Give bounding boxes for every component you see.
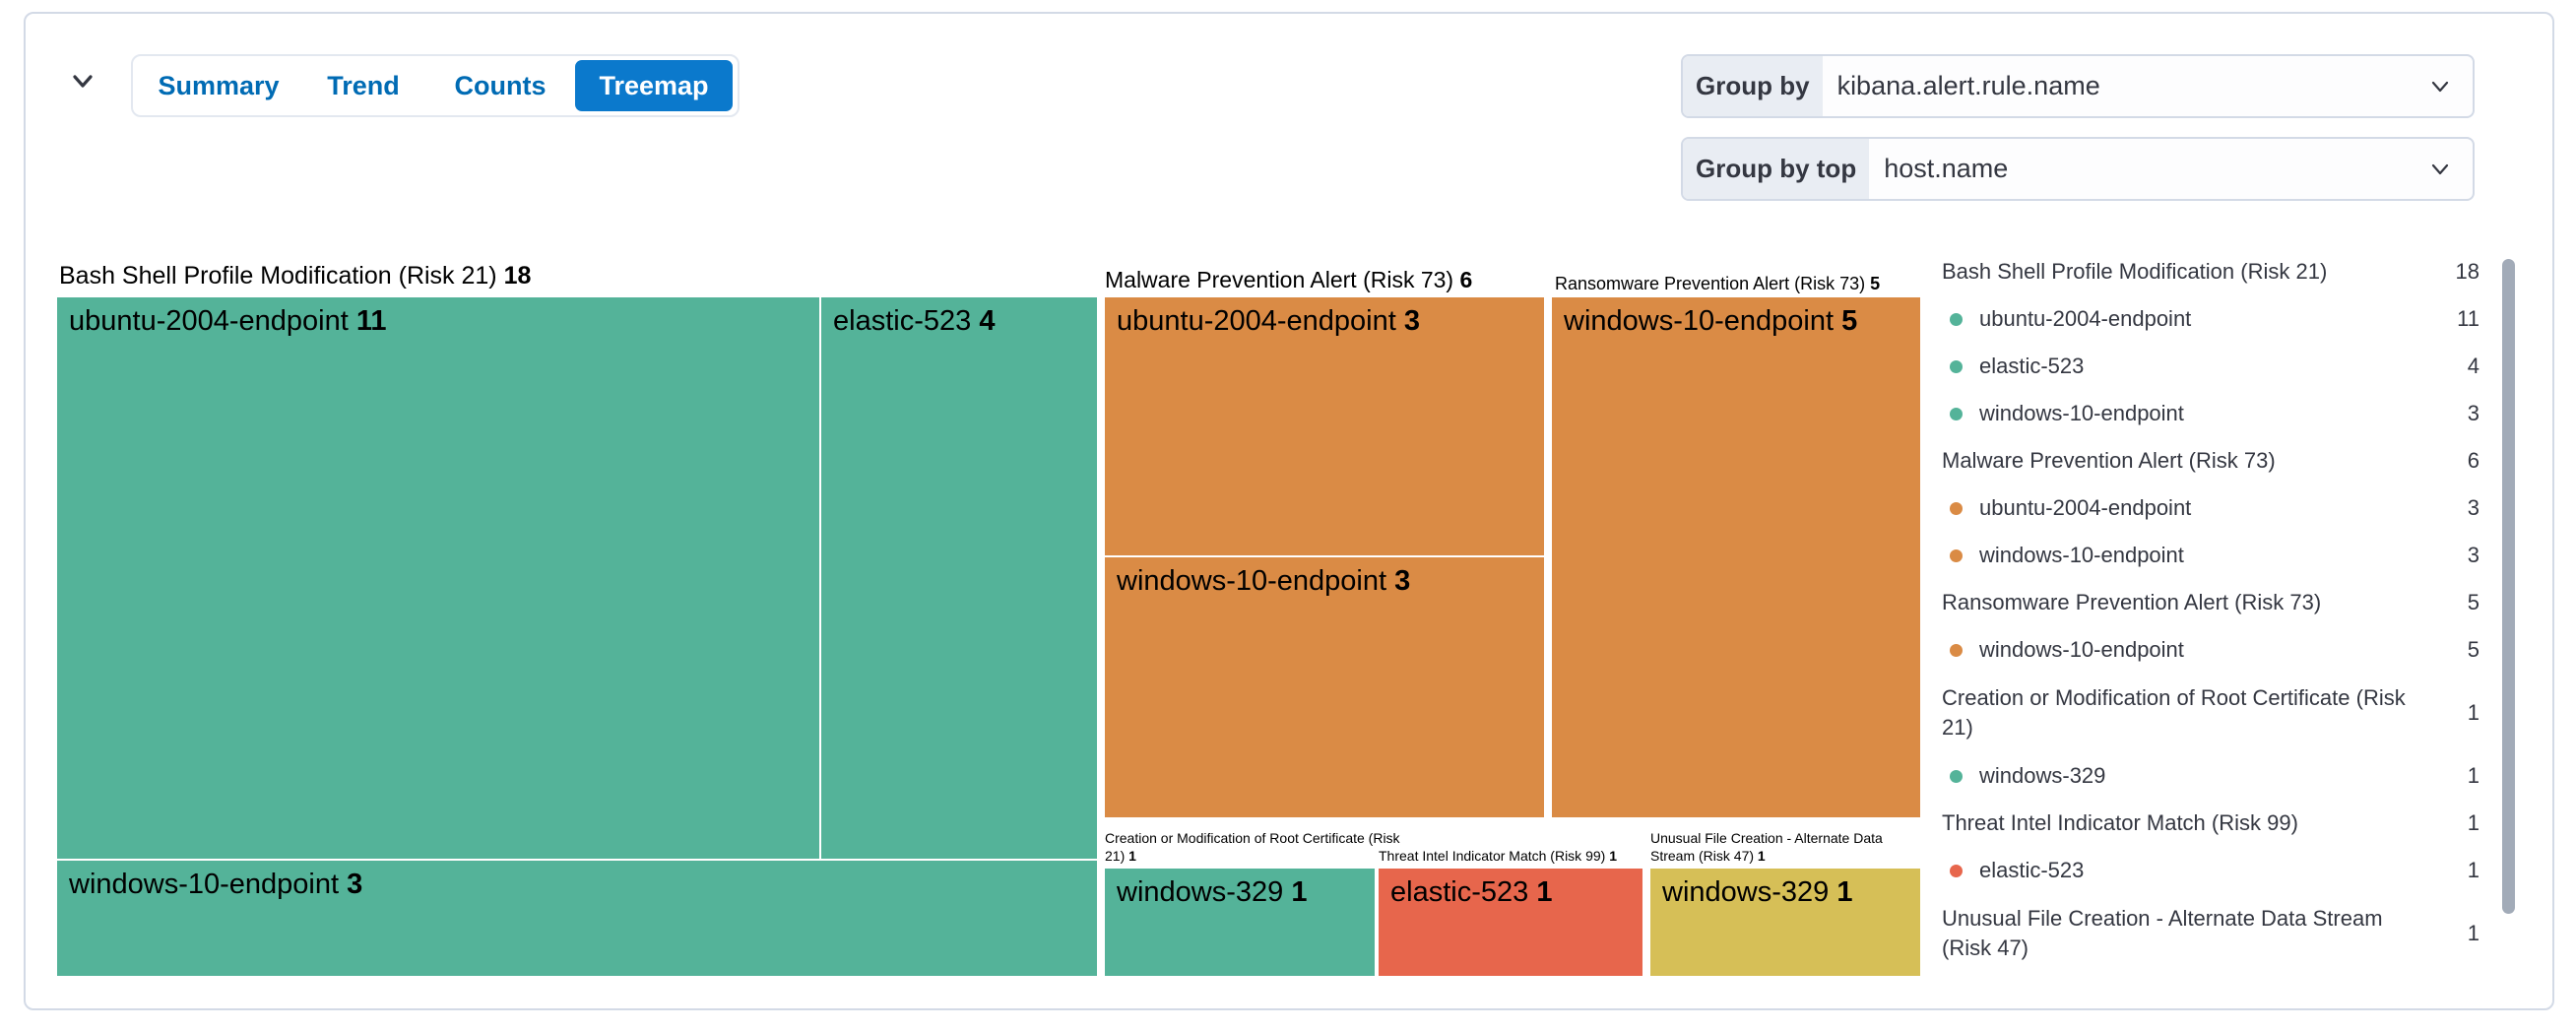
tab-trend[interactable]: Trend xyxy=(327,70,400,100)
treemap-tile-unusual-file-windows329[interactable]: windows-329 1 xyxy=(1650,869,1920,976)
treemap-tile-bash-elastic[interactable]: elastic-523 4 xyxy=(821,297,1097,859)
treemap-tile-bash-windows10[interactable]: windows-10-endpoint 3 xyxy=(57,861,1097,976)
legend-group-root-certificate[interactable]: Creation or Modification of Root Certifi… xyxy=(1942,685,2479,740)
treemap-tile-malware-windows10[interactable]: windows-10-endpoint 3 xyxy=(1105,557,1544,817)
legend-dot-green xyxy=(1950,359,1963,373)
group-by-top-value: host.name xyxy=(1884,154,2009,183)
legend-item-elastic-523[interactable]: elastic-523 4 xyxy=(1942,343,2479,390)
legend-dot-orange xyxy=(1950,643,1963,657)
legend-scrollbar[interactable] xyxy=(2502,259,2515,914)
legend-item-elastic-523[interactable]: elastic-523 1 xyxy=(1942,847,2479,894)
treemap-group-header-bash: Bash Shell Profile Modification (Risk 21… xyxy=(59,262,532,290)
treemap-group-header-unusual-file: Unusual File Creation - Alternate Data S… xyxy=(1650,829,1883,864)
treemap-tile-root-certificate-windows329[interactable]: windows-329 1 xyxy=(1105,869,1375,976)
treemap-tile-bash-ubuntu[interactable]: ubuntu-2004-endpoint 11 xyxy=(57,297,819,859)
treemap-group-header-ransomware: Ransomware Prevention Alert (Risk 73) 5 xyxy=(1555,274,1881,293)
legend-dot-green xyxy=(1950,312,1963,326)
group-by-label: Group by xyxy=(1683,56,1823,116)
chevron-down-icon xyxy=(2427,56,2473,116)
collapse-section-button[interactable] xyxy=(61,61,104,104)
group-by-top-select[interactable]: Group by top host.name xyxy=(1681,137,2475,201)
legend-group-threat-intel[interactable]: Threat Intel Indicator Match (Risk 99) 1 xyxy=(1942,810,2479,836)
treemap-group-header-threat-intel: Threat Intel Indicator Match (Risk 99) 1 xyxy=(1379,847,1617,864)
treemap-tile-malware-ubuntu[interactable]: ubuntu-2004-endpoint 3 xyxy=(1105,297,1544,555)
chevron-down-icon xyxy=(2427,139,2473,199)
legend-group-malware[interactable]: Malware Prevention Alert (Risk 73) 6 xyxy=(1942,448,2479,474)
tab-counts[interactable]: Counts xyxy=(454,70,547,100)
legend-item-ubuntu-2004-endpoint[interactable]: ubuntu-2004-endpoint 11 xyxy=(1942,295,2479,343)
legend-item-windows-10-endpoint[interactable]: windows-10-endpoint 3 xyxy=(1942,532,2479,579)
legend-item-windows-329[interactable]: windows-329 1 xyxy=(1942,752,2479,800)
tab-treemap[interactable]: Treemap xyxy=(575,60,733,111)
legend-dot-green xyxy=(1950,407,1963,420)
legend-item-windows-10-endpoint[interactable]: windows-10-endpoint 5 xyxy=(1942,626,2479,674)
legend-item-ubuntu-2004-endpoint[interactable]: ubuntu-2004-endpoint 3 xyxy=(1942,484,2479,532)
legend-group-bash[interactable]: Bash Shell Profile Modification (Risk 21… xyxy=(1942,259,2479,285)
chevron-down-icon xyxy=(67,65,98,101)
group-by-select[interactable]: Group by kibana.alert.rule.name xyxy=(1681,54,2475,118)
legend-item-windows-10-endpoint[interactable]: windows-10-endpoint 3 xyxy=(1942,390,2479,437)
legend-dot-red xyxy=(1950,864,1963,877)
treemap-tile-threat-intel-elastic[interactable]: elastic-523 1 xyxy=(1379,869,1642,976)
treemap-group-header-malware: Malware Prevention Alert (Risk 73) 6 xyxy=(1105,267,1473,292)
group-by-top-label: Group by top xyxy=(1683,139,1870,199)
treemap-legend: Bash Shell Profile Modification (Risk 21… xyxy=(1942,248,2479,973)
legend-dot-green xyxy=(1950,769,1963,783)
tab-summary[interactable]: Summary xyxy=(158,70,280,100)
treemap-tile-ransomware-windows10[interactable]: windows-10-endpoint 5 xyxy=(1552,297,1920,817)
chart-view-button-group: Summary Trend Counts Treemap xyxy=(131,54,740,117)
legend-dot-orange xyxy=(1950,501,1963,515)
treemap-group-header-root-certificate: Creation or Modification of Root Certifi… xyxy=(1105,829,1400,864)
legend-dot-orange xyxy=(1950,548,1963,562)
legend-group-unusual-file[interactable]: Unusual File Creation - Alternate Data S… xyxy=(1942,906,2479,960)
group-by-value: kibana.alert.rule.name xyxy=(1836,71,2100,100)
legend-group-ransomware[interactable]: Ransomware Prevention Alert (Risk 73) 5 xyxy=(1942,590,2479,615)
